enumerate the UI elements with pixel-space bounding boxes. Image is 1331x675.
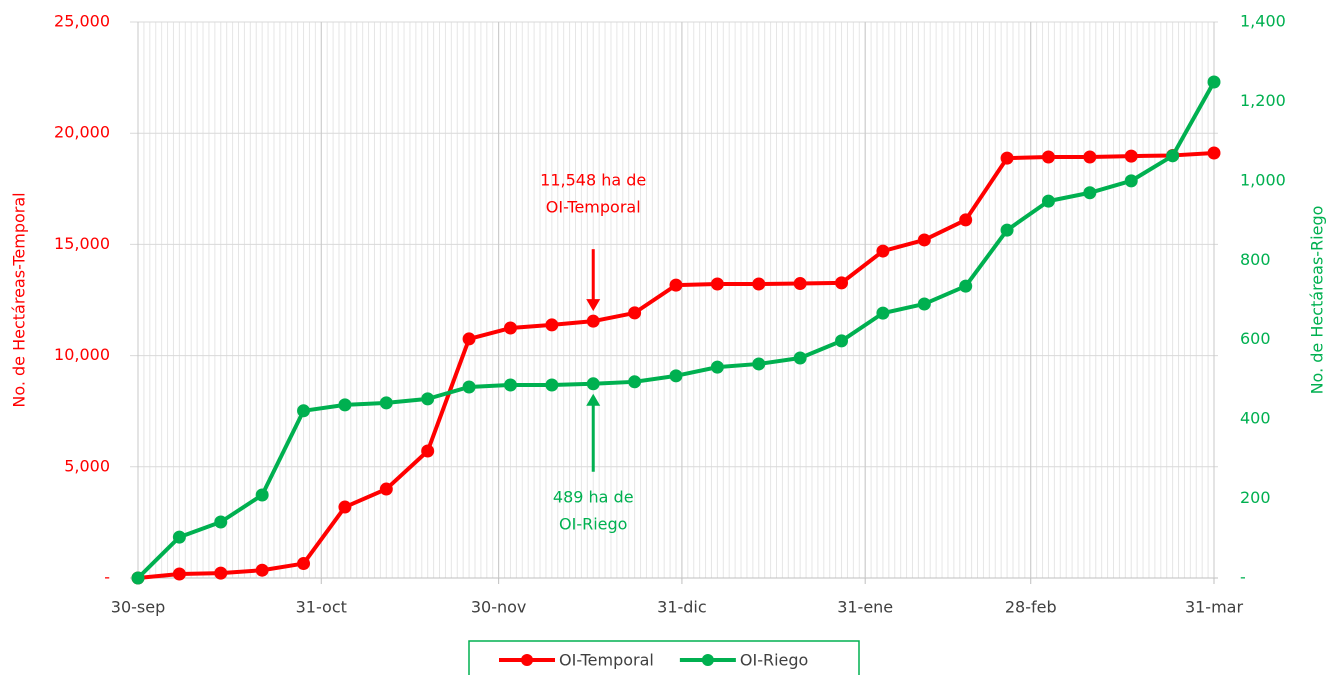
data-point (1083, 186, 1097, 200)
data-point (793, 351, 807, 365)
data-point (462, 332, 476, 346)
data-point (462, 380, 476, 394)
data-point (338, 398, 352, 412)
data-point (959, 279, 973, 293)
data-point (1207, 75, 1221, 89)
y-axis-label: No. de Hectáreas-Temporal (10, 192, 29, 407)
y-tick-label: 10,000 (54, 345, 110, 364)
x-tick-label: 31-mar (1185, 598, 1244, 617)
data-point (628, 375, 642, 389)
data-point (752, 357, 766, 371)
x-tick-label: 31-dic (657, 598, 707, 617)
y2-axis-label: No. de Hectáreas-Riego (1308, 206, 1327, 395)
legend-label: OI-Riego (740, 651, 808, 670)
annotation-text: OI-Riego (559, 514, 627, 533)
annotation-text: 489 ha de (553, 487, 634, 506)
x-tick-label: 30-sep (111, 598, 165, 617)
y2-tick-label: 200 (1240, 488, 1271, 507)
data-point (793, 277, 807, 291)
y-tick-label: - (104, 568, 110, 587)
data-point (669, 278, 683, 292)
data-point (752, 277, 766, 291)
y-tick-label: 15,000 (54, 234, 110, 253)
data-point (959, 213, 973, 227)
y2-tick-label: 800 (1240, 250, 1271, 269)
data-point (421, 444, 435, 458)
data-point (586, 314, 600, 328)
data-point (379, 396, 393, 410)
y2-tick-label: - (1240, 568, 1246, 587)
x-tick-label: 30-nov (471, 598, 527, 617)
annotation-text: OI-Temporal (546, 198, 641, 217)
y-tick-label: 5,000 (64, 456, 110, 475)
y-tick-label: 20,000 (54, 123, 110, 142)
data-point (1000, 151, 1014, 165)
data-point (710, 360, 724, 374)
data-point (214, 515, 228, 529)
data-point (545, 318, 559, 332)
data-point (1041, 150, 1055, 164)
data-point (1207, 146, 1221, 160)
data-point (876, 306, 890, 320)
data-point (669, 369, 683, 383)
data-point (172, 567, 186, 581)
data-point (586, 377, 600, 391)
annotation-text: 11,548 ha de (540, 171, 646, 190)
y2-tick-label: 600 (1240, 329, 1271, 348)
legend-marker (701, 654, 714, 666)
data-point (1000, 223, 1014, 237)
data-point (1041, 194, 1055, 208)
data-point (379, 482, 393, 496)
data-point (1083, 150, 1097, 164)
data-point (172, 530, 186, 544)
data-point (917, 297, 931, 311)
data-point (255, 563, 269, 577)
data-point (917, 233, 931, 247)
data-point (876, 244, 890, 258)
data-point (255, 488, 269, 502)
data-point (545, 378, 559, 392)
legend-box (468, 640, 860, 675)
x-tick-label: 31-ene (837, 598, 893, 617)
arrow-head (586, 393, 601, 406)
data-point (503, 378, 517, 392)
legend-label: OI-Temporal (559, 651, 654, 670)
data-point (503, 321, 517, 335)
data-point (214, 566, 228, 580)
arrow-head (586, 299, 601, 312)
data-point (131, 571, 145, 585)
data-point (835, 334, 849, 348)
data-point (297, 557, 311, 571)
data-point (338, 500, 352, 514)
legend-marker (521, 654, 533, 666)
data-point (710, 277, 724, 291)
data-point (1124, 174, 1138, 188)
data-point (421, 392, 435, 406)
y2-tick-label: 400 (1240, 409, 1271, 428)
x-tick-label: 31-oct (296, 598, 347, 617)
y-tick-label: 25,000 (54, 12, 110, 31)
data-point (1166, 149, 1180, 163)
y2-tick-label: 1,400 (1240, 12, 1286, 31)
data-point (628, 306, 642, 320)
y2-tick-label: 1,000 (1240, 170, 1286, 189)
data-point (835, 276, 849, 290)
y2-tick-label: 1,200 (1240, 91, 1286, 110)
x-tick-label: 28-feb (1005, 598, 1057, 617)
data-point (1124, 149, 1138, 163)
data-point (297, 404, 311, 418)
